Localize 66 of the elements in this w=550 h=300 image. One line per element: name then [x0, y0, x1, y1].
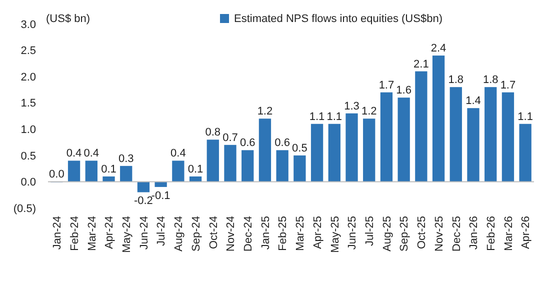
x-tick-label: May-24 [120, 216, 133, 253]
text: 0.6 [274, 137, 290, 150]
x-tick-label: Mar-26 [502, 216, 515, 251]
text: 1.8 [482, 74, 498, 86]
x-tick-label: May-25 [329, 216, 342, 253]
x-tick-label: Jun-25 [346, 216, 359, 250]
text: -0.2 [134, 195, 153, 208]
text: 0.4 [66, 148, 82, 160]
x-tick-label: Apr-26 [520, 216, 532, 250]
text: 1.6 [396, 84, 412, 97]
text: 0.7 [222, 132, 238, 144]
text: 1.7 [378, 79, 394, 92]
y-tick-label: 3.0 [20, 18, 36, 31]
x-tick-label: Dec-24 [242, 216, 254, 252]
y-tick-label: (0.5) [13, 202, 36, 215]
x-tick-label: Jan-25 [260, 216, 272, 250]
text: 1.1 [309, 110, 325, 123]
x-tick-label: Jul-25 [364, 216, 376, 246]
x-tick-label: Nov-25 [433, 216, 446, 252]
text: 0.1 [101, 163, 116, 176]
x-tick-label: Apr-25 [312, 216, 324, 250]
y-tick-label: 2.0 [20, 71, 36, 84]
x-tick-label: Jul-24 [156, 216, 168, 246]
x-tick-label: Oct-24 [208, 216, 220, 250]
x-tick-label: Feb-25 [277, 216, 290, 251]
y-tick-label: 1.5 [20, 98, 36, 110]
text: 1.3 [344, 100, 360, 112]
text: 0.8 [205, 126, 221, 139]
y-tick-label: 0.5 [20, 150, 36, 162]
text: 1.4 [466, 95, 481, 108]
text: 0.6 [240, 137, 256, 150]
text: 2.1 [414, 58, 429, 70]
x-tick-label: Aug-24 [173, 216, 186, 252]
x-tick-label: Nov-24 [225, 216, 238, 252]
text: 1.2 [361, 106, 377, 118]
x-tick-label: Dec-25 [450, 216, 463, 252]
x-tick-label: Mar-25 [294, 216, 307, 251]
text: 0.5 [292, 142, 308, 154]
x-tick-label: Apr-24 [104, 216, 116, 250]
x-tick-label: Jun-24 [138, 216, 150, 250]
x-tick-label: Oct-25 [416, 216, 428, 250]
text: -0.1 [151, 190, 170, 202]
text: 1.1 [326, 110, 342, 123]
text: 0.1 [188, 163, 204, 176]
text: 0.4 [170, 148, 186, 160]
x-tick-label: Feb-26 [485, 216, 498, 251]
y-tick-label: 2.5 [20, 45, 36, 58]
text: 0.4 [84, 148, 100, 160]
text: 1.7 [500, 79, 516, 92]
x-tick-label: Sep-25 [398, 216, 411, 252]
x-tick-label: Aug-25 [381, 216, 394, 252]
text: 1.1 [518, 110, 533, 123]
x-tick-label: Jan-26 [468, 216, 480, 250]
y-tick-label: 1.0 [20, 124, 36, 136]
legend-label: Estimated NPS flows into equities (US$bn) [234, 13, 442, 25]
x-tick-label: Mar-24 [86, 216, 98, 251]
y-axis-title: (US$ bn) [46, 13, 90, 25]
x-tick-label: Feb-24 [68, 216, 81, 251]
x-tick-label: Jan-24 [52, 216, 64, 250]
y-tick-label: 0.0 [20, 176, 36, 189]
text: 2.4 [430, 42, 446, 55]
text: 0.3 [118, 152, 134, 165]
text: 1.2 [257, 106, 273, 118]
text: 0.0 [49, 168, 64, 181]
x-tick-label: Sep-24 [190, 216, 202, 252]
text: 1.8 [448, 74, 464, 86]
